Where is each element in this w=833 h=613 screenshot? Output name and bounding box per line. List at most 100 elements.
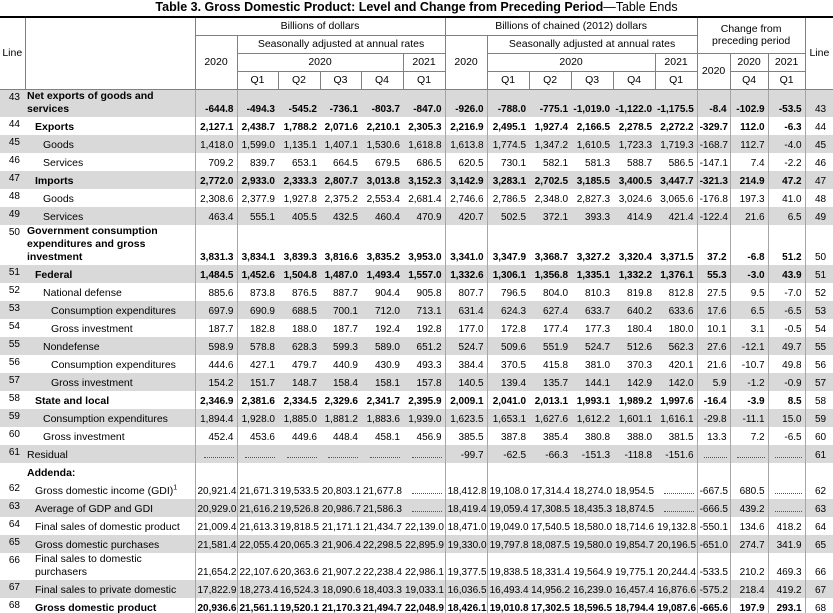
chained-value-cell: 1,612.2 xyxy=(571,408,614,427)
chained-value-cell: 627.4 xyxy=(529,300,572,319)
billions-value-cell: 578.8 xyxy=(237,336,278,355)
line-number-cell: 58 xyxy=(8,392,20,404)
change-value-cell: 49.7 xyxy=(768,336,806,355)
billions-value-cell: 3,835.2 xyxy=(366,251,400,263)
chained-value-cell: 807.7 xyxy=(445,282,488,301)
line-number-cell-right: 66 xyxy=(815,566,827,578)
billions-value-cell: 154.2 xyxy=(195,372,238,391)
chained-value-cell: 18,274.0 xyxy=(573,485,613,497)
chained-value-cell: 421.4 xyxy=(655,206,698,225)
billions-value-cell: 463.4 xyxy=(195,206,238,225)
chained-value-cell: 19,564.9 xyxy=(573,566,613,578)
billions-value-cell: 713.1 xyxy=(403,300,446,319)
chained-value-cell: -775.1 xyxy=(529,88,572,117)
line-number-cell: 46 xyxy=(8,154,20,166)
chained-value-cell: 1,774.5 xyxy=(487,134,530,153)
row-label-cell: Government consumption expenditures and … xyxy=(25,224,196,265)
change-value-cell: 49.8 xyxy=(768,354,806,373)
billions-value-cell: 22,238.4 xyxy=(363,566,402,578)
billions-value-cell: 2,381.6 xyxy=(241,395,275,407)
header-change-q4: Q4 xyxy=(729,70,769,90)
chained-value-cell: 1,601.1 xyxy=(613,408,656,427)
chained-value-cell: 19,775.1 xyxy=(615,566,655,578)
change-value-cell: -122.4 xyxy=(697,206,731,225)
billions-value-cell: 1,618.8 xyxy=(403,134,446,153)
change-value-cell: 21.6 xyxy=(697,354,731,373)
billions-value-cell: 885.6 xyxy=(195,282,238,301)
row-label-cell: Services xyxy=(25,206,196,225)
not-available-dots xyxy=(245,454,275,458)
chained-value-cell: 381.0 xyxy=(585,359,611,371)
billions-value-cell: 1,928.0 xyxy=(237,408,278,427)
billions-value-cell: 589.0 xyxy=(361,336,403,355)
chained-value-cell: 177.0 xyxy=(445,318,488,337)
chained-value-cell: 140.5 xyxy=(445,372,488,391)
billions-value-cell: 19,526.8 xyxy=(278,498,320,517)
line-number-cell-right: 52 xyxy=(815,287,827,299)
chained-value-cell: 18,580.0 xyxy=(573,521,613,533)
billions-value-cell xyxy=(195,444,238,463)
billions-value-cell: 405.5 xyxy=(278,206,320,225)
billions-value-cell: 22,298.5 xyxy=(361,534,403,553)
chained-value-cell: 372.1 xyxy=(529,206,572,225)
table-row: 58 State and local 2,346.9 2,381.6 2,334.5 2,… xyxy=(0,390,833,409)
change-value-cell: -8.4 xyxy=(697,88,731,117)
change-value-cell: -3.0 xyxy=(730,264,769,283)
line-number-cell: 49 xyxy=(0,206,25,225)
chained-value-cell: 551.9 xyxy=(529,336,572,355)
chained-value-cell: 810.3 xyxy=(585,287,611,299)
not-available-dots xyxy=(203,454,234,458)
row-label-cell: Addenda: xyxy=(25,462,196,481)
change-value-cell: -321.3 xyxy=(697,170,731,189)
chained-value-cell: 1,332.6 xyxy=(445,264,488,283)
change-value-cell: 218.4 xyxy=(730,579,769,598)
change-value-cell: -7.0 xyxy=(768,282,806,301)
header-billions-q1: Q1 xyxy=(237,70,279,90)
row-label-cell: Gross domestic income (GDI)1 xyxy=(25,480,196,499)
chained-value-cell: 388.0 xyxy=(627,431,653,443)
table-row: Addenda: xyxy=(0,462,833,481)
line-number-cell: 66 xyxy=(8,554,20,566)
chained-value-cell: -788.0 xyxy=(487,88,530,117)
table-body: 43 Net exports of goods and services -644.… xyxy=(0,88,833,613)
chained-value-cell: 3,341.0 xyxy=(445,224,488,265)
chained-value-cell: 18,794.4 xyxy=(615,602,655,613)
chained-value-cell: 385.4 xyxy=(543,431,569,443)
billions-value-cell xyxy=(361,444,403,463)
not-available-dots xyxy=(703,454,727,458)
header-chained-q4: Q4 xyxy=(612,70,656,90)
chained-value-cell: 2,702.5 xyxy=(529,170,572,189)
change-value-cell: -147.1 xyxy=(697,152,731,171)
header-billions-annual-2020: 2020 xyxy=(195,34,238,90)
change-value-cell: 8.5 xyxy=(768,390,806,409)
billions-value-cell: 712.0 xyxy=(361,300,403,319)
billions-value-cell: 21,907.2 xyxy=(322,566,361,578)
line-number-cell-right: 47 xyxy=(805,170,833,189)
header-description-column xyxy=(24,16,196,90)
chained-value-cell: 3,371.5 xyxy=(655,224,698,265)
chained-value-cell: 3,400.5 xyxy=(613,170,656,189)
billions-value-cell: 427.1 xyxy=(249,359,275,371)
change-value-cell xyxy=(697,444,731,463)
change-value-cell: 7.4 xyxy=(730,152,769,171)
header-change-title: Change from preceding period xyxy=(696,16,806,54)
change-value-cell: 274.7 xyxy=(730,534,769,553)
change-value-cell xyxy=(768,498,806,517)
chained-value-cell: 18,331.4 xyxy=(531,566,571,578)
chained-value-cell xyxy=(655,480,698,499)
change-value-cell: -168.7 xyxy=(697,134,731,153)
change-value-cell: 680.5 xyxy=(730,480,769,499)
change-value-cell: 439.2 xyxy=(730,498,769,517)
billions-value-cell xyxy=(403,498,446,517)
chained-value-cell: 144.1 xyxy=(571,372,614,391)
billions-value-cell: 555.1 xyxy=(237,206,278,225)
chained-value-cell: 180.4 xyxy=(627,323,653,335)
chained-value-cell: 19,838.5 xyxy=(489,566,529,578)
change-value-cell: 27.5 xyxy=(697,282,731,301)
chained-value-cell: 1,723.3 xyxy=(613,134,656,153)
chained-value-cell: 812.8 xyxy=(655,282,698,301)
billions-value-cell: 2,329.6 xyxy=(324,395,358,407)
table-row: 50 Government consumption expenditures an… xyxy=(0,224,833,265)
chained-value-cell: 1,719.3 xyxy=(655,134,698,153)
change-value-cell: 3.1 xyxy=(730,318,769,337)
